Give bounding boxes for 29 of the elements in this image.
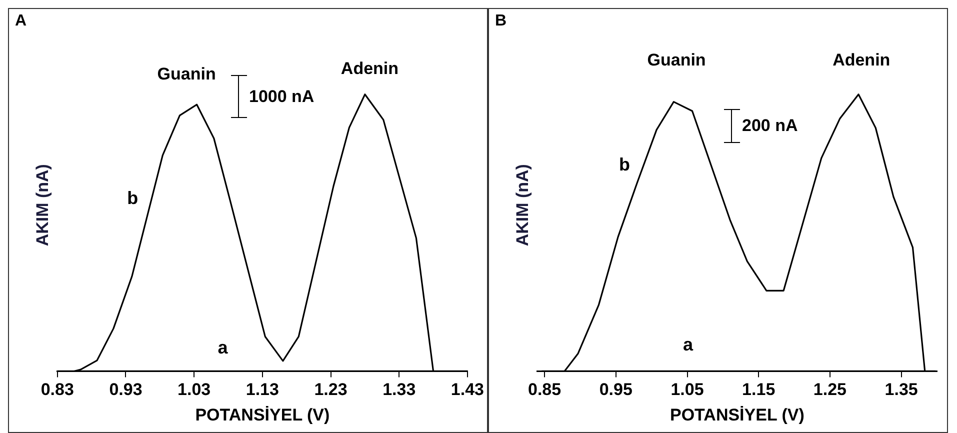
x-tick-label: 0.93 xyxy=(109,380,142,400)
x-axis-title: POTANSİYEL (V) xyxy=(195,405,330,424)
annotation: 1000 nA xyxy=(249,86,314,106)
text: Adenin xyxy=(340,58,399,78)
x-axis-title: POTANSİYEL (V) xyxy=(670,405,804,424)
x-tick-label: 1.13 xyxy=(246,380,279,400)
y-axis-title: AKIM (nA) xyxy=(512,164,532,246)
text: Guanin xyxy=(157,64,216,84)
series-label: b xyxy=(127,188,138,208)
series-label: a xyxy=(218,337,229,358)
series-label: b xyxy=(618,154,630,175)
chart-title: B xyxy=(495,12,507,30)
text: Guanin xyxy=(647,50,706,70)
chart-title: A xyxy=(15,12,27,30)
series-label: a xyxy=(682,334,694,355)
text: Adenin xyxy=(832,50,890,70)
x-tick-label: 0.85 xyxy=(528,380,562,400)
y-axis-title: AKIM (nA) xyxy=(32,164,52,246)
x-tick-label: 1.43 xyxy=(450,380,484,400)
x-tick-label: 1.25 xyxy=(813,380,847,400)
annotation: 200 nA xyxy=(742,116,798,136)
x-tick-label: 1.33 xyxy=(382,380,416,400)
x-tick-label: 1.35 xyxy=(884,380,918,400)
x-tick-label: 0.83 xyxy=(40,380,74,400)
x-tick-label: 1.15 xyxy=(742,380,776,400)
x-tick-label: 1.03 xyxy=(178,380,211,400)
x-tick-label: 0.95 xyxy=(599,380,632,400)
x-tick-label: 1.05 xyxy=(670,380,704,400)
x-tick-label: 1.23 xyxy=(314,380,348,400)
